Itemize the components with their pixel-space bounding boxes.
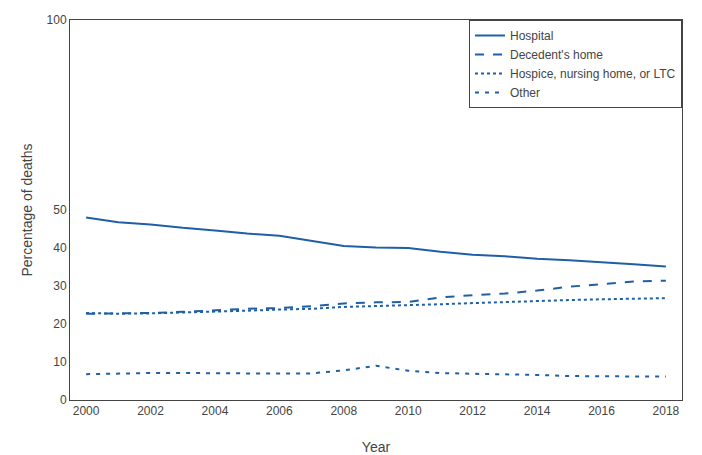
svg-text:2004: 2004 <box>202 404 229 418</box>
svg-text:Percentage of deaths: Percentage of deaths <box>19 143 35 276</box>
svg-text:50: 50 <box>53 203 67 217</box>
svg-text:2010: 2010 <box>395 404 422 418</box>
svg-text:Decedent's home: Decedent's home <box>510 48 603 62</box>
svg-text:2014: 2014 <box>524 404 551 418</box>
svg-text:20: 20 <box>53 317 67 331</box>
svg-text:100: 100 <box>47 13 67 27</box>
svg-text:2006: 2006 <box>266 404 293 418</box>
svg-text:0: 0 <box>60 393 67 407</box>
svg-text:Hospice, nursing home, or LTC: Hospice, nursing home, or LTC <box>510 67 676 81</box>
svg-text:Other: Other <box>510 86 540 100</box>
svg-text:2018: 2018 <box>653 404 680 418</box>
svg-text:Hospital: Hospital <box>510 29 553 43</box>
svg-text:2016: 2016 <box>588 404 615 418</box>
svg-text:2008: 2008 <box>330 404 357 418</box>
svg-text:2000: 2000 <box>73 404 100 418</box>
svg-text:Year: Year <box>362 439 391 455</box>
svg-text:30: 30 <box>53 279 67 293</box>
svg-text:2002: 2002 <box>137 404 164 418</box>
svg-text:2012: 2012 <box>459 404 486 418</box>
svg-text:10: 10 <box>53 355 67 369</box>
svg-text:40: 40 <box>53 241 67 255</box>
